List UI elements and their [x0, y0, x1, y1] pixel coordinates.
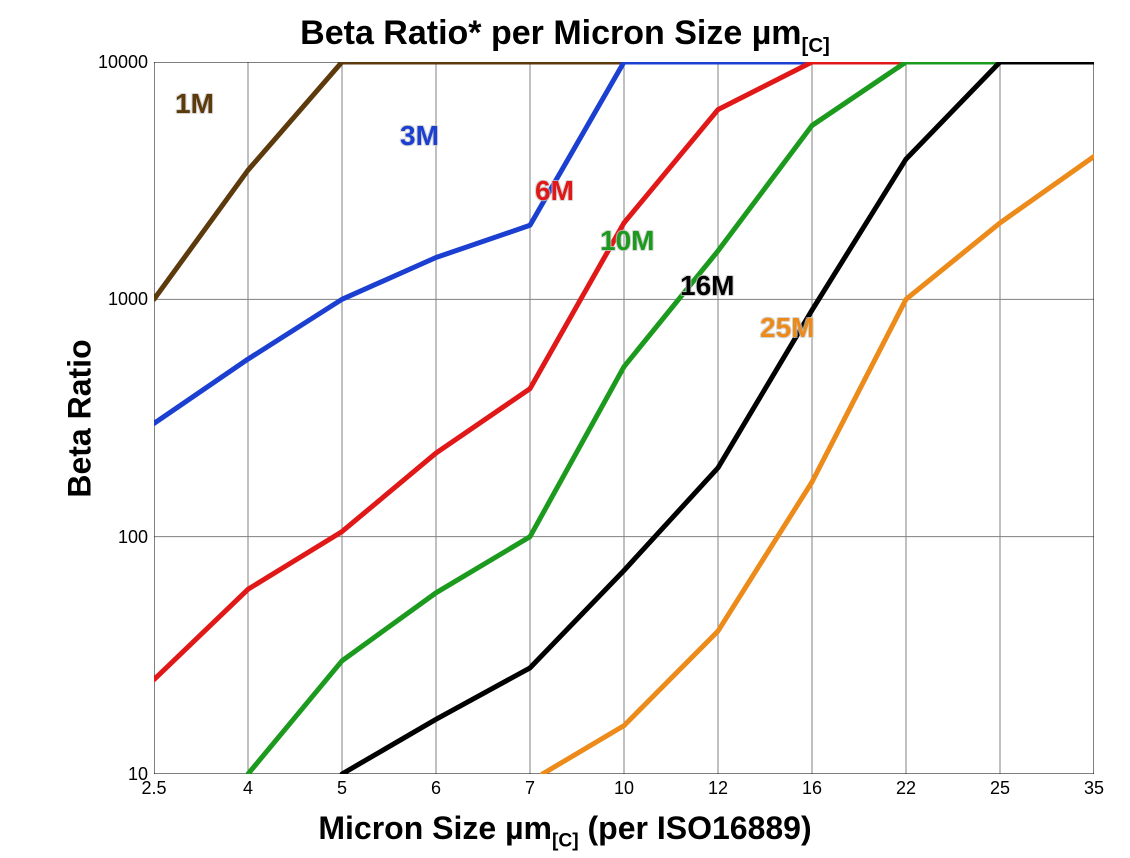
- series-label-6M: 6M: [535, 175, 574, 207]
- y-tick-label: 100: [118, 527, 148, 548]
- y-tick-label: 10: [128, 764, 148, 785]
- x-tick-label: 22: [886, 778, 926, 799]
- y-tick-label: 10000: [98, 52, 148, 73]
- chart-title: Beta Ratio* per Micron Size µm[C]: [0, 14, 1130, 58]
- chart-title-sub: [C]: [802, 35, 830, 57]
- y-tick-label: 1000: [108, 289, 148, 310]
- series-label-3M: 3M: [400, 120, 439, 152]
- x-axis-label: Micron Size µm[C] (per ISO16889): [0, 810, 1130, 852]
- chart-title-text: Beta Ratio* per Micron Size µm: [300, 14, 801, 52]
- x-tick-label: 35: [1074, 778, 1114, 799]
- x-tick-label: 16: [792, 778, 832, 799]
- plot-area: [154, 62, 1094, 774]
- x-tick-label: 12: [698, 778, 738, 799]
- series-label-10M: 10M: [600, 225, 654, 257]
- x-tick-label: 4: [228, 778, 268, 799]
- x-tick-label: 25: [980, 778, 1020, 799]
- x-tick-label: 7: [510, 778, 550, 799]
- y-axis-label: Beta Ratio: [62, 299, 99, 539]
- series-label-16M: 16M: [680, 270, 734, 302]
- x-tick-label: 6: [416, 778, 456, 799]
- plot-svg: [154, 62, 1094, 774]
- x-tick-label: 5: [322, 778, 362, 799]
- series-label-1M: 1M: [175, 88, 214, 120]
- series-label-25M: 25M: [760, 312, 814, 344]
- chart-page: Beta Ratio* per Micron Size µm[C] Beta R…: [0, 0, 1130, 858]
- x-tick-label: 10: [604, 778, 644, 799]
